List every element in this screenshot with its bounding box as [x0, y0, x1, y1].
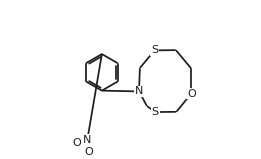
- Text: O: O: [187, 89, 196, 99]
- Text: N: N: [83, 135, 91, 145]
- Text: S: S: [151, 45, 158, 55]
- Text: O: O: [85, 147, 93, 157]
- Text: O: O: [73, 138, 82, 148]
- Text: N: N: [135, 86, 143, 96]
- Text: S: S: [151, 107, 159, 117]
